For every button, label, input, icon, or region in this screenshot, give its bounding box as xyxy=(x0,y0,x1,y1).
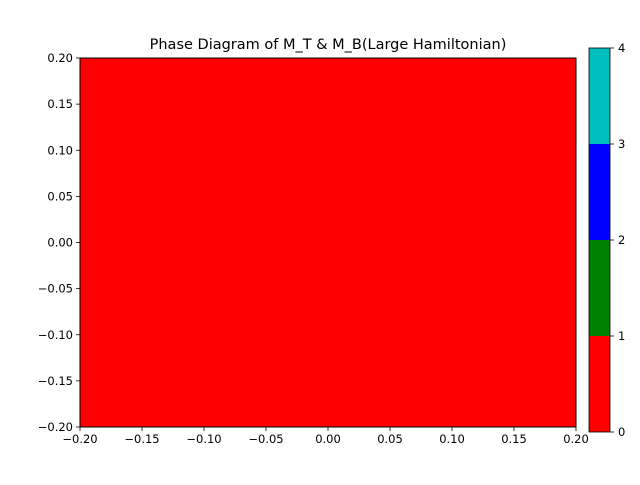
colorbar-tick-label: 4 xyxy=(618,41,625,55)
y-tick-label: 0.15 xyxy=(47,97,73,111)
y-tick-label: 0.10 xyxy=(47,143,73,157)
x-tick-label: −0.05 xyxy=(248,432,283,446)
y-axis: −0.20 −0.15 −0.10 −0.05 0.00 0.05 0.10 0.15 0.20 xyxy=(38,51,80,434)
y-tick-label: −0.20 xyxy=(38,420,73,434)
colorbar-tick-label: 1 xyxy=(618,329,625,343)
chart-title: Phase Diagram of M_T & M_B(Large Hamilto… xyxy=(150,37,507,53)
x-tick-label: −0.15 xyxy=(124,432,159,446)
x-tick-label: 0.05 xyxy=(377,432,403,446)
colorbar-tick-label: 3 xyxy=(618,137,625,151)
colorbar-tick-label: 0 xyxy=(618,425,625,439)
y-tick-label: −0.10 xyxy=(38,328,73,342)
x-axis: −0.20 −0.15 −0.10 −0.05 0.00 0.05 0.10 0.15 0.20 xyxy=(62,427,589,446)
y-tick-label: −0.05 xyxy=(38,282,73,296)
plot-frame xyxy=(79,57,577,428)
x-tick-label: 0.15 xyxy=(501,432,527,446)
colorbar-bin-2 xyxy=(589,144,610,240)
x-tick-label: −0.20 xyxy=(62,432,97,446)
y-tick-label: 0.05 xyxy=(47,189,73,203)
y-tick-label: 0.00 xyxy=(47,236,73,250)
colorbar-bin-1 xyxy=(589,240,610,336)
y-tick-label: 0.20 xyxy=(47,51,73,65)
x-tick-label: 0.10 xyxy=(439,432,465,446)
phase-region-0 xyxy=(80,58,576,427)
colorbar-tick-label: 2 xyxy=(618,233,625,247)
x-tick-label: 0.20 xyxy=(563,432,589,446)
colorbar: 0 1 2 3 4 xyxy=(588,41,625,439)
colorbar-bin-0 xyxy=(589,336,610,432)
x-tick-label: 0.00 xyxy=(315,432,341,446)
plot-regions xyxy=(80,58,576,427)
y-tick-label: −0.15 xyxy=(38,374,73,388)
x-tick-label: −0.10 xyxy=(186,432,221,446)
colorbar-bin-3 xyxy=(589,48,610,144)
